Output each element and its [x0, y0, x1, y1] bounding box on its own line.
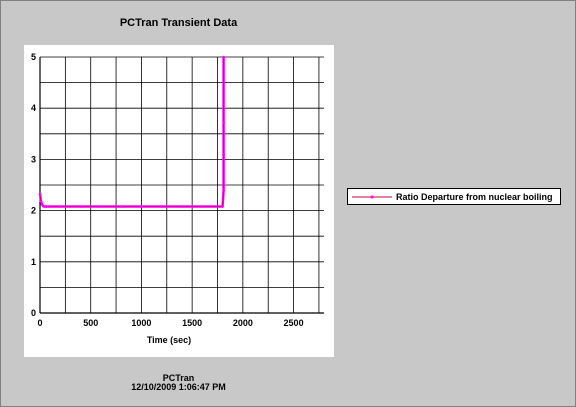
- y-tick-label: 5: [31, 52, 36, 62]
- data-point: [222, 55, 225, 59]
- data-point: [99, 205, 103, 208]
- data-point: [222, 188, 225, 192]
- grid-lines: [39, 56, 324, 314]
- data-point: [38, 192, 42, 196]
- y-tick-label: 2: [31, 206, 36, 216]
- x-tick-label: 0: [37, 318, 42, 328]
- data-point: [222, 121, 225, 124]
- legend-label: Ratio Departure from nuclear boiling: [396, 192, 553, 202]
- x-tick-label: 1500: [182, 318, 202, 328]
- data-point: [39, 200, 43, 203]
- x-tick-labels: 0 500 1000 1500 2000 2500: [37, 318, 303, 328]
- footer-timestamp: 12/10/2009 1:06:47 PM: [131, 382, 226, 392]
- x-tick-label: 2000: [233, 318, 253, 328]
- y-tick-labels: 0 1 2 3 4 5: [31, 52, 36, 318]
- legend-swatch: [352, 195, 392, 199]
- y-tick-label: 1: [31, 257, 36, 267]
- data-point: [140, 205, 143, 208]
- data-point: [42, 205, 46, 208]
- chart-title: PCTran Transient Data: [119, 17, 238, 29]
- data-point: [221, 205, 224, 208]
- series-line: [38, 57, 225, 208]
- plot-panel: 0 500 1000 1500 2000 2500 0 1 2 3 4 5 Time (sec): [24, 45, 334, 357]
- data-point: [222, 152, 225, 156]
- x-axis-label: Time (sec): [147, 335, 191, 345]
- series-line-center: [39, 57, 224, 207]
- legend: Ratio Departure from nuclear boiling: [347, 188, 561, 205]
- data-point: [200, 205, 204, 208]
- x-tick-label: 1000: [131, 318, 151, 328]
- data-point: [119, 205, 123, 208]
- series-layer: [38, 55, 225, 208]
- data-point: [79, 205, 82, 208]
- data-point: [180, 205, 184, 208]
- x-tick-label: 2500: [284, 318, 304, 328]
- y-tick-label: 3: [31, 154, 36, 164]
- data-point: [160, 205, 164, 208]
- y-tick-label: 4: [31, 103, 36, 113]
- footer-source: PCTran: [162, 373, 195, 383]
- x-tick-label: 500: [83, 318, 98, 328]
- y-tick-label: 0: [31, 308, 36, 318]
- data-point: [58, 205, 62, 208]
- data-point: [44, 205, 48, 208]
- line-chart: 0 500 1000 1500 2000 2500 0 1 2 3 4 5 Time (sec): [31, 52, 324, 345]
- data-point: [48, 205, 52, 208]
